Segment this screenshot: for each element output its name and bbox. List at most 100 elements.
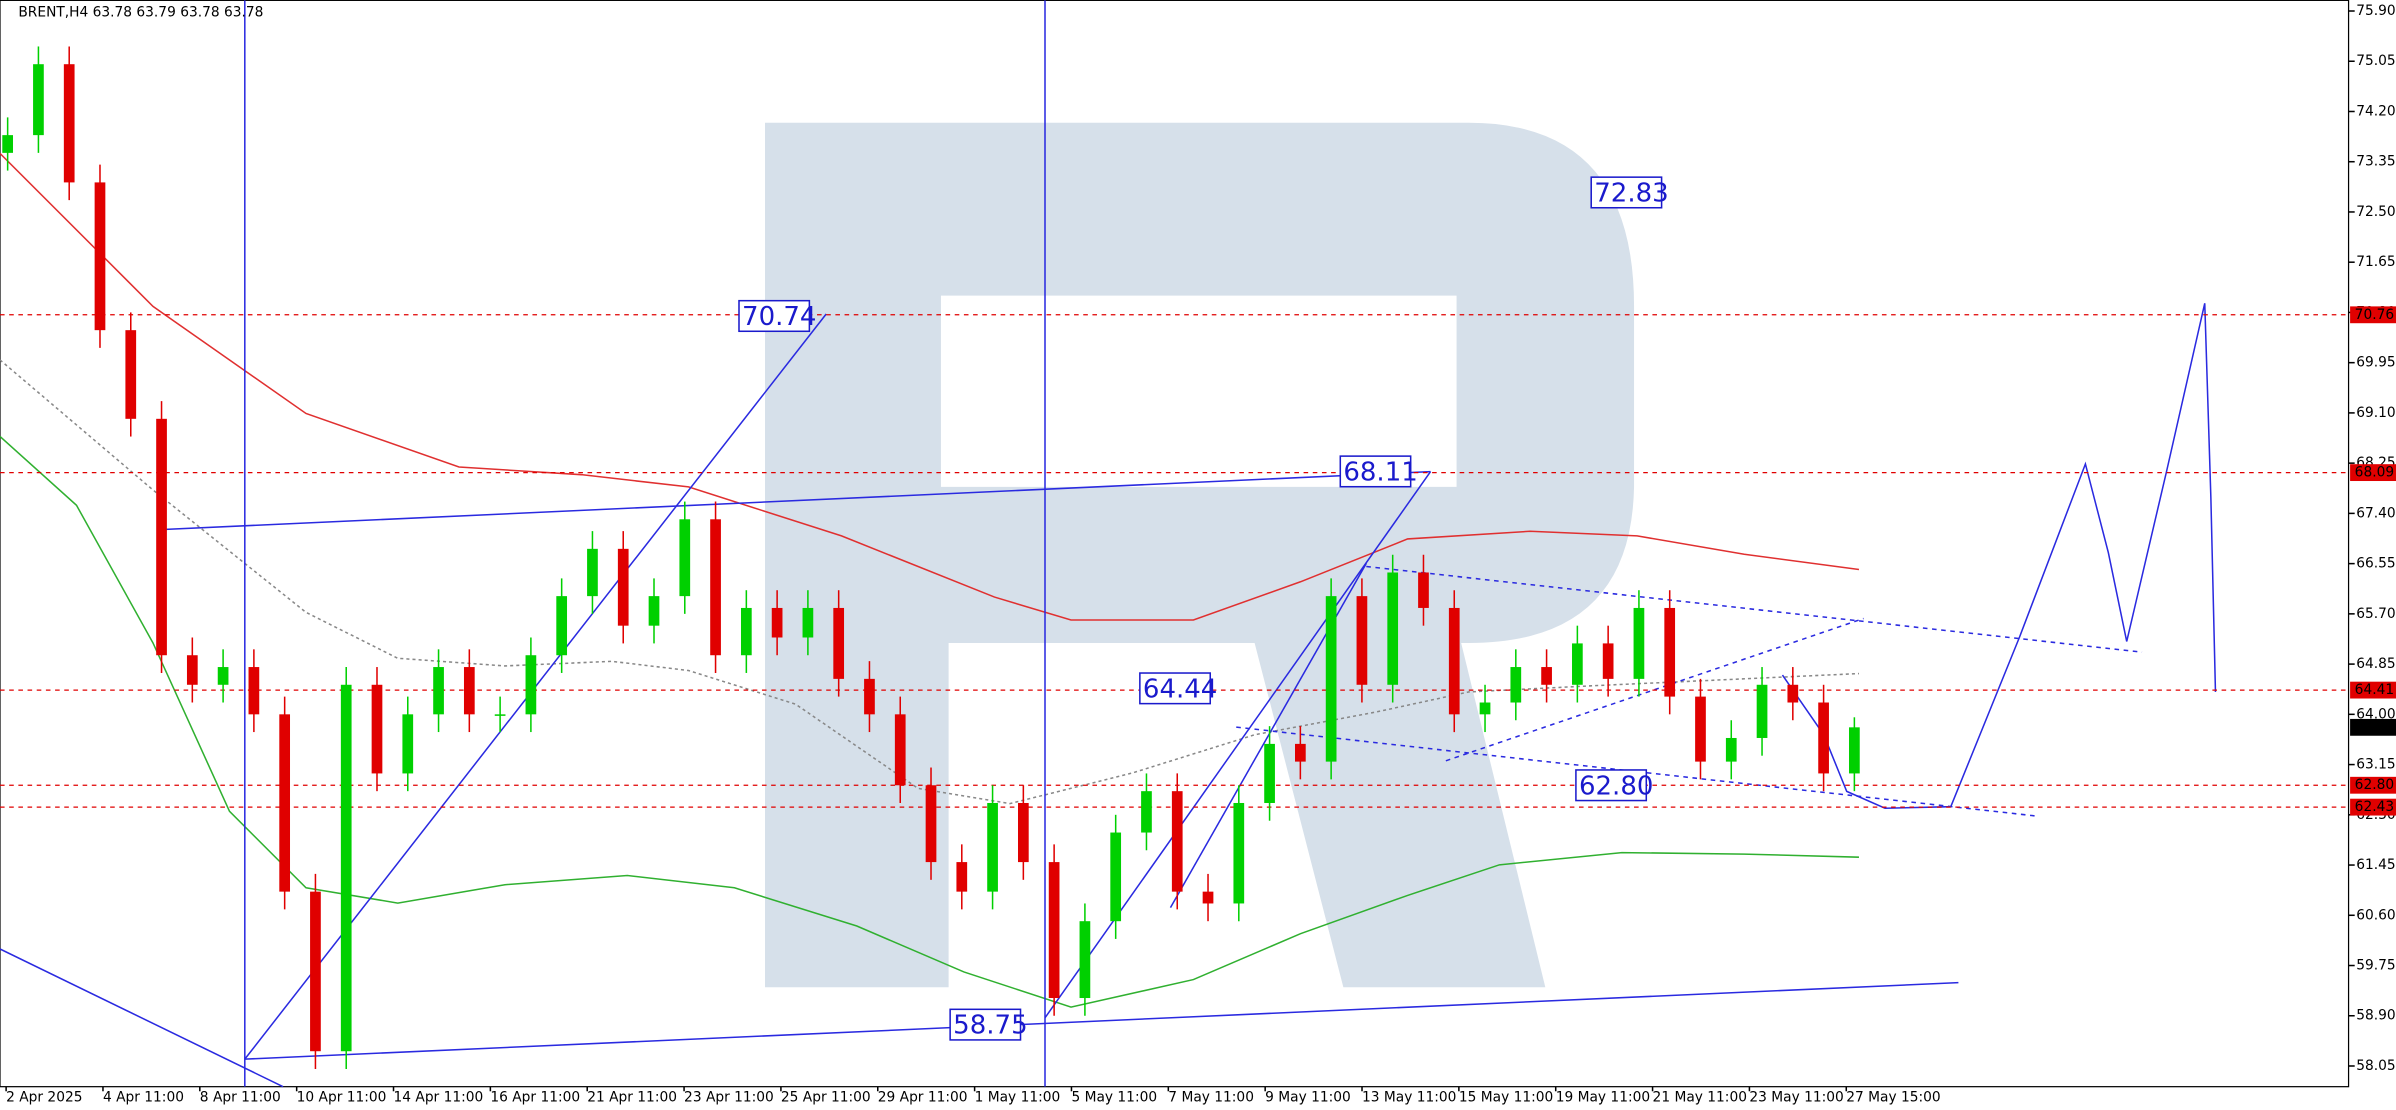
moving-average [0,359,1860,805]
candle-body [1387,572,1399,685]
price-tag-label: 62.80 [2355,777,2394,793]
candle-body [1202,891,1214,904]
candle-body [1233,802,1245,904]
candle-body [1295,743,1306,762]
candle-body [1048,862,1060,999]
y-tick-label: 69.95 [2356,355,2395,371]
y-tick-label: 75.90 [2356,3,2395,19]
moving-average [0,435,1859,1008]
annotation-box [738,299,811,333]
price-tag-label: 64.41 [2355,682,2394,698]
annotation-box [1575,769,1648,802]
x-tick-label: 5 May 11:00 [1071,1089,1157,1105]
candle-body [279,714,291,892]
candle-body [1849,727,1860,774]
price-tag [2350,776,2396,794]
annotation-box [1139,672,1212,705]
annotation-box [1339,455,1412,488]
y-tick-label: 74.20 [2356,103,2395,119]
candle-body [371,684,383,774]
x-tick-label: 27 May 15:00 [1846,1089,1940,1105]
candle-body [1756,684,1768,738]
y-tick-label: 58.05 [2356,1058,2395,1074]
candle-body [310,891,321,1052]
symbol-header: BRENT,H4 63.78 63.79 63.78 63.78 [18,5,263,21]
candle-body [1572,643,1583,685]
candle-body [771,607,783,638]
x-tick-label: 16 Apr 11:00 [490,1089,580,1105]
price-tag-label: 70.76 [2355,307,2394,323]
candle-body [33,64,44,136]
y-tick-label: 72.50 [2356,204,2395,220]
y-tick-label: 73.35 [2356,154,2395,170]
x-tick-label: 9 May 11:00 [1265,1089,1351,1105]
candle-body [1141,791,1152,833]
x-tick-label: 23 Apr 11:00 [684,1089,774,1105]
annotation-box [949,1008,1022,1041]
x-tick-label: 19 May 11:00 [1556,1089,1650,1105]
candle-body [186,655,198,685]
y-tick-label: 58.90 [2356,1008,2395,1024]
x-tick-label: 29 Apr 11:00 [878,1089,968,1105]
x-tick-label: 21 Apr 11:00 [587,1089,677,1105]
candle-body [1356,596,1368,685]
candle-body [987,802,998,892]
price-tag-label: 68.09 [2355,465,2394,481]
price-tag [2350,681,2396,699]
x-tick-label: 25 Apr 11:00 [781,1089,871,1105]
watermark [765,122,1635,988]
candle-body [679,519,691,597]
candle-body [402,714,414,774]
candle-body [1264,743,1275,803]
candle-body [494,714,506,716]
candle-body [1818,702,1829,774]
x-tick-label: 23 May 11:00 [1749,1089,1843,1105]
candle-body [1633,607,1645,679]
y-tick-label: 66.55 [2356,556,2395,572]
candle-body [1017,802,1029,863]
x-tick-label: 21 May 11:00 [1653,1089,1747,1105]
annotation-label: 62.80 [1579,771,1653,801]
candle-body [463,667,475,715]
price-tag [2350,306,2396,324]
candle-body [248,667,260,715]
candle-body [125,330,137,419]
moving-average [0,152,1860,621]
candle-body [617,548,629,626]
candle-body [802,607,814,638]
candle-body [1695,696,1706,762]
y-tick-label: 75.05 [2356,53,2395,69]
candle-body [710,519,721,656]
candle-body [1448,607,1460,715]
candle-body [2,135,14,153]
annotation-label: 64.44 [1143,674,1217,704]
candle-body [956,862,968,892]
x-tick-label: 15 May 11:00 [1459,1089,1553,1105]
x-tick-label: 13 May 11:00 [1362,1089,1456,1105]
candle-body [740,607,752,656]
candle-body [1171,791,1183,892]
candle-body [433,667,444,715]
candle-body [1787,684,1799,703]
candle-body [217,667,229,685]
candle-body [340,684,352,1052]
y-tick-label: 60.60 [2356,907,2395,923]
candle-body [63,64,75,183]
y-tick-label: 63.15 [2356,757,2395,773]
candle-body [1110,832,1122,922]
candle-body [648,596,660,626]
x-tick-label: 2 Apr 2025 [6,1089,82,1105]
x-tick-label: 14 Apr 11:00 [394,1089,484,1105]
y-tick-label: 64.85 [2356,656,2395,672]
candle-body [1510,667,1522,703]
x-tick-label: 10 Apr 11:00 [297,1089,387,1105]
candle-body [864,678,875,715]
price-tag-label: 62.43 [2355,799,2394,815]
candle-body [925,785,937,863]
x-tick-label: 1 May 11:00 [975,1089,1061,1105]
candle-body [94,182,106,331]
annotation-box [1590,176,1663,209]
annotation-label: 72.83 [1594,178,1668,208]
candle-body [1602,643,1614,679]
